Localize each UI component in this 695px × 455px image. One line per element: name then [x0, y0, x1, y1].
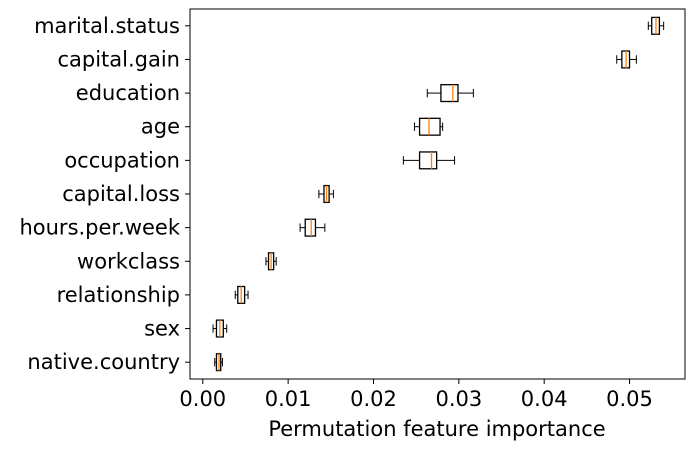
boxes-layer [212, 16, 665, 372]
y-tick-label: age [141, 115, 180, 139]
y-tick-label: workclass [77, 249, 180, 273]
box-native.country [214, 353, 223, 372]
y-tick-label: sex [144, 317, 180, 341]
box-age [413, 117, 444, 136]
x-tick-label: 0.01 [265, 387, 312, 411]
box-capital.loss [318, 184, 334, 204]
y-tick-label: relationship [57, 283, 180, 307]
y-axis: marital.status capital.gain education age oc… [19, 14, 190, 374]
x-axis: 0.00 0.01 0.02 0.03 0.04 0.05 [179, 379, 653, 411]
box-iqr [418, 151, 438, 170]
y-tick-label: marital.status [34, 14, 180, 38]
y-tick-label: hours.per.week [19, 216, 180, 240]
x-tick-label: 0.00 [179, 387, 226, 411]
box-relationship [234, 285, 249, 304]
x-tick-label: 0.04 [521, 387, 568, 411]
box-hours.per.week [299, 218, 326, 237]
box-iqr [304, 218, 317, 237]
x-tick-label: 0.02 [350, 387, 397, 411]
x-tick-label: 0.05 [606, 387, 653, 411]
x-axis-title: Permutation feature importance [268, 417, 605, 441]
box-education [426, 84, 474, 103]
x-tick-label: 0.03 [435, 387, 482, 411]
box-workclass [265, 252, 277, 271]
box-sex [212, 319, 228, 338]
y-tick-label: native.country [27, 350, 180, 374]
y-tick-label: education [76, 81, 180, 105]
plot-area-frame [189, 8, 686, 380]
box-iqr [418, 117, 441, 136]
box-occupation [402, 151, 456, 170]
box-iqr [440, 84, 459, 103]
y-tick-label: capital.gain [57, 47, 180, 71]
y-tick-label: capital.loss [62, 182, 180, 206]
box-capital.gain [616, 50, 637, 69]
box-marital.status [647, 16, 665, 35]
y-tick-label: occupation [64, 148, 180, 172]
